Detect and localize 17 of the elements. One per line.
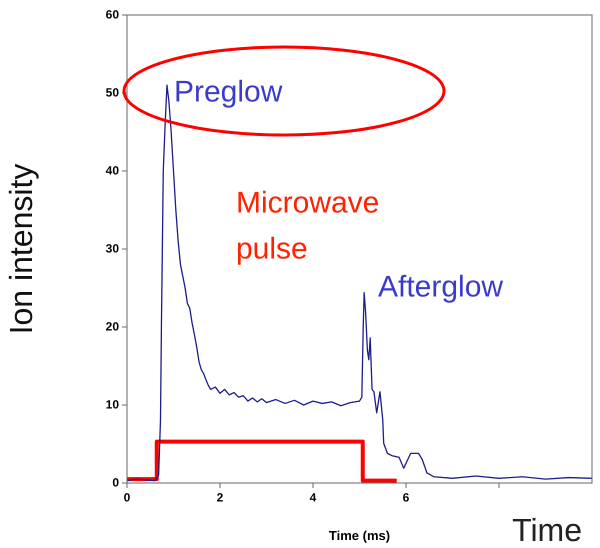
annotation: Afterglow	[378, 270, 504, 304]
x-tick-label: 4	[310, 490, 317, 505]
y-tick-label: 30	[106, 241, 120, 256]
y-axis-title: Ion intensity	[3, 164, 40, 334]
x-axis-title: Time (ms)	[328, 528, 390, 543]
x-tick-label: 6	[402, 490, 410, 505]
y-tick-label: 60	[106, 7, 120, 22]
x-tick-label: 2	[216, 490, 224, 505]
x-tick-label: 0	[124, 490, 131, 505]
y-tick-label: 10	[106, 397, 120, 412]
y-tick-label: 40	[106, 163, 120, 178]
y-tick-label: 20	[106, 319, 120, 334]
y-tick-label: 0	[112, 475, 120, 490]
y-tick-label: 50	[106, 85, 120, 100]
text: Time	[512, 512, 582, 548]
annotation: Preglow	[174, 75, 283, 108]
annotation: Microwave pulse	[236, 186, 380, 266]
